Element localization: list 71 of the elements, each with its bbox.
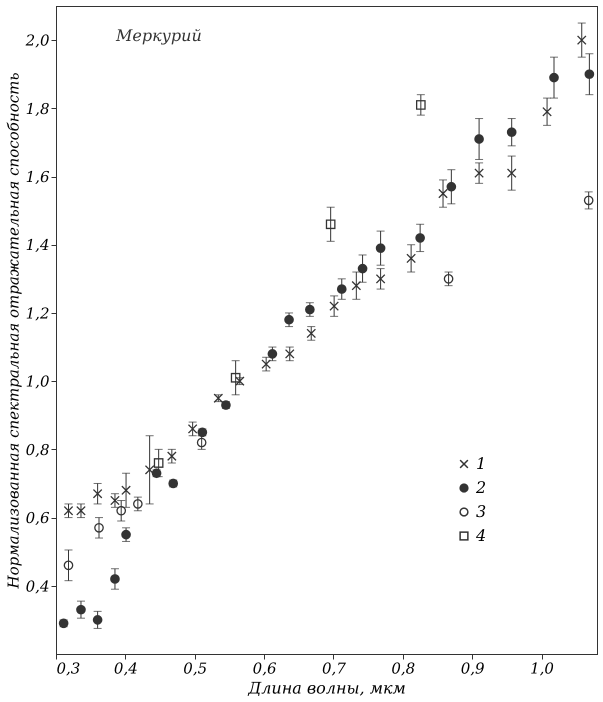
point: [121, 485, 131, 496]
point: [336, 284, 347, 294]
legend-label: 1: [476, 454, 486, 473]
x-tick-label: 0,6: [252, 660, 277, 678]
point: [474, 134, 484, 144]
point: [376, 274, 386, 284]
point: [416, 100, 426, 110]
point: [268, 349, 278, 359]
point: [584, 196, 594, 206]
point: [166, 451, 177, 462]
y-tick-label: 1,2: [26, 304, 50, 322]
point: [376, 243, 386, 253]
point: [94, 522, 104, 533]
point: [196, 438, 206, 448]
point: [329, 301, 339, 311]
y-tick-label: 1,0: [26, 372, 50, 391]
point: [261, 359, 271, 369]
x-tick-label: 0,7: [322, 660, 346, 678]
point: [144, 465, 154, 475]
x-tick-label: 1,0: [530, 660, 554, 678]
point: [305, 304, 315, 314]
point: [446, 182, 456, 192]
y-tick-label: 1,4: [26, 236, 50, 254]
point: [506, 168, 517, 178]
point: [406, 254, 416, 264]
point: [76, 604, 86, 614]
point: [326, 219, 336, 230]
point: [506, 127, 517, 138]
y-tick-label: 2,0: [24, 32, 50, 50]
point: [76, 506, 86, 516]
y-axis-title: Нормализованная спектральная отражательная способность: [4, 72, 23, 590]
annotation: Меркурий: [115, 26, 202, 45]
legend-label: 3: [476, 502, 486, 521]
point: [358, 264, 368, 274]
x-tick-label: 0,5: [183, 660, 208, 678]
point: [116, 506, 126, 516]
y-tick-label: 1,8: [26, 100, 50, 118]
point: [230, 372, 240, 383]
point: [576, 35, 587, 45]
point: [415, 233, 425, 243]
point: [444, 274, 454, 284]
point: [92, 488, 102, 499]
x-tick-label: 0,8: [391, 660, 416, 678]
point: [351, 280, 362, 290]
point: [110, 574, 120, 584]
point: [64, 560, 74, 570]
legend-label: 2: [475, 478, 486, 497]
point: [438, 188, 448, 198]
x-tick-label: 0,4: [114, 660, 138, 678]
point: [92, 615, 102, 625]
x-tick-label: 0,9: [460, 660, 486, 678]
point: [121, 530, 131, 540]
point: [542, 106, 552, 117]
point: [133, 499, 143, 509]
point: [188, 424, 198, 434]
point: [549, 72, 559, 82]
point: [284, 314, 294, 325]
legend-label: 4: [475, 526, 486, 545]
point: [64, 506, 74, 516]
point: [284, 349, 295, 359]
point: [110, 496, 120, 506]
x-tick-label: 0,3: [56, 660, 80, 678]
y-tick-label: 1,6: [26, 168, 50, 186]
y-tick-label: 0,8: [26, 440, 50, 459]
point: [474, 168, 484, 178]
y-tick-label: 0,4: [26, 577, 50, 596]
point: [584, 69, 594, 80]
point: [154, 458, 164, 468]
y-tick-label: 0,6: [26, 509, 50, 528]
x-axis-title: Длина волны, мкм: [247, 678, 406, 698]
point: [306, 328, 316, 338]
